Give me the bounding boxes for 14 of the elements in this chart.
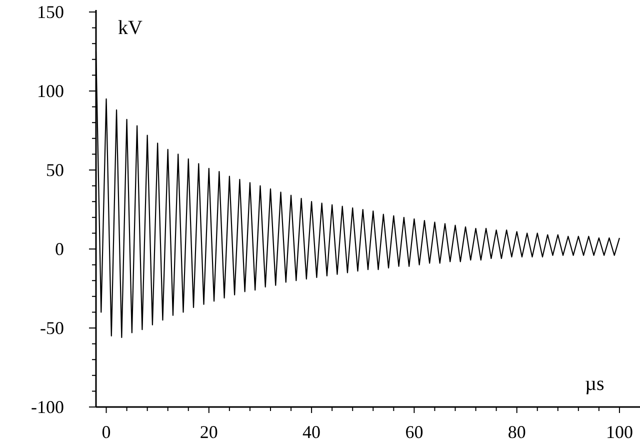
x-tick-label: 80 xyxy=(508,422,526,442)
y-tick-label: 50 xyxy=(46,160,64,180)
x-tick-label: 40 xyxy=(302,422,321,442)
y-tick-label: -100 xyxy=(31,397,64,417)
y-tick-label: -50 xyxy=(40,318,64,338)
x-tick-label: 100 xyxy=(606,422,633,442)
x-tick-label: 60 xyxy=(405,422,424,442)
y-tick-label: 150 xyxy=(37,2,64,22)
x-tick-label: 20 xyxy=(200,422,218,442)
y-tick-label: 0 xyxy=(55,239,64,259)
y-tick-label: 100 xyxy=(37,81,64,101)
y-axis-title: kV xyxy=(118,17,143,39)
x-axis-title: µs xyxy=(585,373,605,395)
x-tick-label: 0 xyxy=(102,422,111,442)
